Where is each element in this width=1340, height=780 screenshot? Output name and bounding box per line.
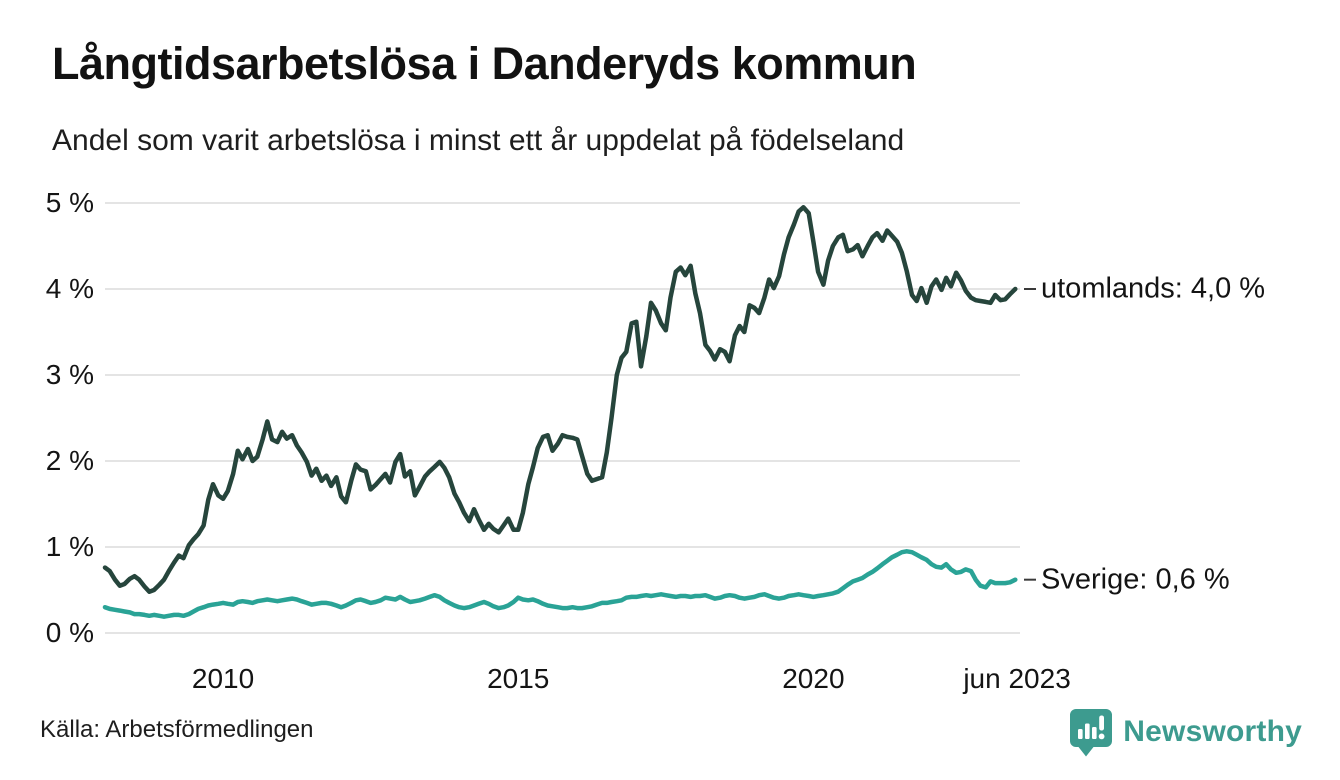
series-line-Sverige <box>102 549 1018 619</box>
series-label-sverige: Sverige: 0,6 % <box>1041 563 1230 596</box>
page-title: Långtidsarbetslösa i Danderyds kommun <box>52 38 917 89</box>
y-tick-label: 5 % <box>46 187 94 218</box>
y-tick-label: 4 % <box>46 273 94 304</box>
x-tick-label: jun 2023 <box>962 663 1070 694</box>
y-tick-label: 1 % <box>46 531 94 562</box>
newsworthy-icon <box>1070 709 1113 757</box>
x-tick-label: 2015 <box>487 663 549 694</box>
series-line-utomlands <box>102 205 1018 594</box>
newsworthy-wordmark: Newsworthy <box>1123 715 1302 748</box>
y-tick-label: 2 % <box>46 445 94 476</box>
y-tick-label: 0 % <box>46 617 94 648</box>
source-note: Källa: Arbetsförmedlingen <box>40 716 314 743</box>
x-tick-label: 2010 <box>192 663 254 694</box>
y-tick-label: 3 % <box>46 359 94 390</box>
series-label-utomlands: utomlands: 4,0 % <box>1041 272 1266 305</box>
newsworthy-logo: Newsworthy <box>1068 706 1302 758</box>
x-tick-label: 2020 <box>782 663 844 694</box>
page-subtitle: Andel som varit arbetslösa i minst ett å… <box>52 124 905 157</box>
